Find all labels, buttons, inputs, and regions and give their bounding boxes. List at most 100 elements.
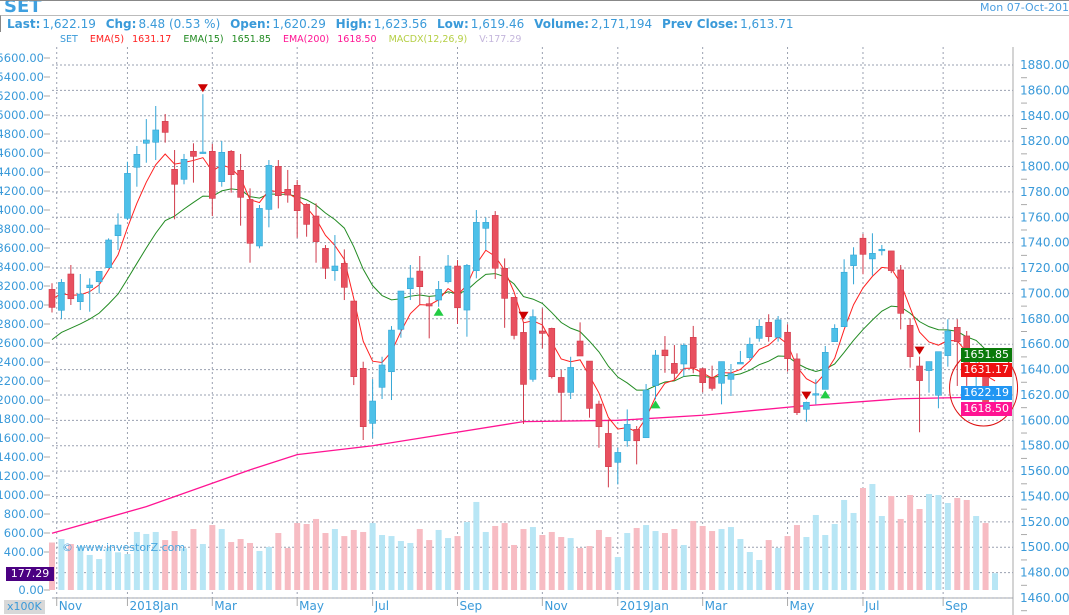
volume-bar [567,538,574,590]
candle-down [501,268,508,299]
candle-up [143,139,150,144]
volume-bar [265,546,272,590]
volume-tick-label: 3400.00 [0,260,44,274]
volume-bar [963,499,970,590]
legend-ema5[interactable]: EMA(5) [89,34,125,45]
volume-tick-label: 4600.00 [0,146,44,160]
volume-bar [878,516,885,590]
volume-bar [143,533,150,590]
volume-bar [360,531,367,590]
volume-tick-label: 800.00 [4,507,44,521]
candle-up [444,265,452,283]
volume-tick-label: 2200.00 [0,374,44,388]
legend-ema200[interactable]: EMA(200) [282,34,330,45]
price-tick-label: 1600.00 [1020,413,1069,427]
volume-bar [982,523,989,590]
candle-down [689,337,697,368]
low-value: 1,619.46 [470,17,525,31]
volume-bar [652,531,659,590]
candle-up [397,290,405,330]
ema5-price-badge: 1631.17 [960,363,1012,377]
candle-down [539,330,546,334]
time-tick-label: Mar [214,599,237,613]
chg-label: Chg: [105,17,137,31]
candle-down [491,215,499,269]
volume-tick-label: 5600.00 [0,51,44,65]
candle-up [95,271,103,283]
candle-up [105,239,112,268]
volume-bar [501,523,508,590]
price-tick-label: 1620.00 [1020,388,1069,402]
candle-down [425,303,433,307]
legend-ema5-value: 1631.17 [132,34,172,45]
candle-down [293,185,301,211]
volume-bar [699,525,706,590]
candle-up [529,316,537,380]
volume-bar [369,523,376,590]
candle-up [812,393,820,396]
time-tick-label: 2018Jan [129,599,178,613]
volume-bar [727,527,734,590]
volume-bar [181,548,188,590]
watermark: © www.investorZ.com [62,541,186,554]
volume-bar [58,539,65,590]
candle-up [727,373,735,380]
time-tick-label: Nov [544,599,567,613]
time-tick-label: Sep [459,599,482,613]
sell-signal-icon [914,346,925,355]
volume-bar [218,529,225,590]
volume-bar [294,523,301,590]
last-price-badge: 1622.19 [960,386,1012,400]
volume-bar [511,544,518,590]
volume-tick-label: 0.00 [18,583,44,597]
price-tick-label: 1460.00 [1020,591,1069,605]
volume-tick-label: 2400.00 [0,355,44,369]
candle-down [765,322,772,338]
volume-bar [171,531,178,590]
legend-set[interactable]: SET [60,34,78,45]
quote-summary: Last: 1,622.19 Chg: 8.48 (0.53 %) Open: 1,6… [0,15,1069,32]
candle-down [322,248,329,269]
volume-unit-label: x100K [4,600,45,614]
volume-bar [897,518,904,590]
volume-bar [407,542,414,590]
volume-bar [633,527,640,590]
candle-up [369,400,376,424]
volume-bar [539,535,546,590]
candle-down [916,365,923,381]
volume-label: Volume: [534,17,590,31]
volume-bar [388,536,395,590]
candle-up [737,362,744,365]
volume-bar [756,559,763,590]
candle-down [661,349,669,357]
legend-ema200-value: 1618.50 [337,34,377,45]
candle-down [246,199,254,244]
candle-down [227,150,235,175]
candle-down [275,166,282,197]
volume-bar [850,512,857,590]
volume-bar [784,536,791,590]
candle-down [209,150,216,199]
time-tick-label: Sep [945,599,968,613]
candle-up [463,265,471,311]
candle-up [925,361,933,371]
legend-ema15[interactable]: EMA(15) [183,34,224,45]
candle-up [821,352,829,390]
volume-bar [426,540,433,590]
volume-bar [869,484,876,590]
legend-macdx[interactable]: MACDX(12,26,9) [388,34,468,45]
candle-up [652,354,659,386]
candle-up [869,253,876,260]
candle-down [793,358,801,413]
legend-volume[interactable]: V:177.29 [479,34,522,45]
volume-bar [907,495,914,590]
volume-bar [482,531,489,590]
volume-bar [859,488,866,590]
candle-up [746,344,754,358]
candle-up [755,325,763,339]
price-tick-label: 1820.00 [1020,134,1069,148]
price-tick-label: 1880.00 [1020,58,1069,72]
buy-signal-icon [650,400,661,409]
candle-up [680,345,688,365]
